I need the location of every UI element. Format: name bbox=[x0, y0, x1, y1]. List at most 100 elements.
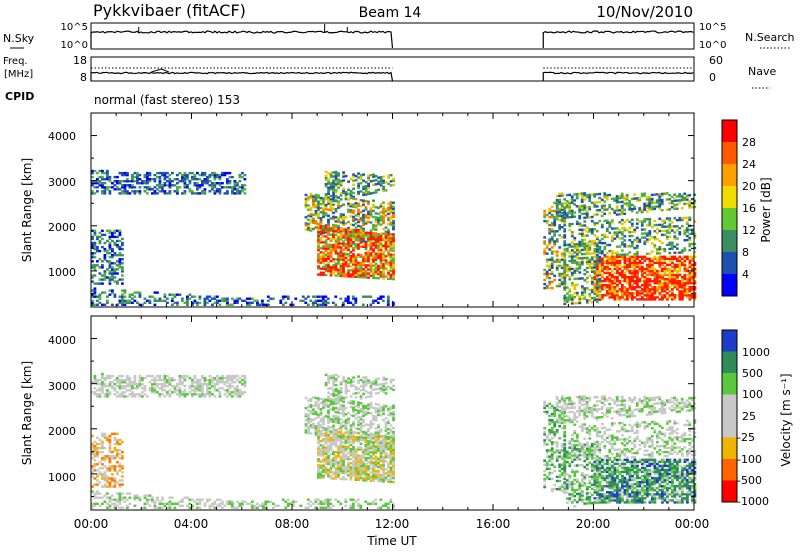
velocity-cell bbox=[322, 398, 325, 401]
power-cell bbox=[201, 192, 204, 195]
velocity-cell bbox=[108, 469, 112, 472]
power-cell bbox=[389, 265, 393, 268]
power-cell bbox=[578, 211, 582, 214]
velocity-cell bbox=[319, 418, 323, 421]
power-cell bbox=[578, 206, 582, 210]
power-cell bbox=[631, 269, 634, 273]
power-cell bbox=[596, 298, 599, 301]
velocity-cell bbox=[98, 471, 102, 474]
power-cell bbox=[686, 255, 689, 258]
velocity-cell bbox=[96, 469, 99, 472]
velocity-cell bbox=[198, 383, 202, 386]
power-cell bbox=[191, 192, 194, 195]
velocity-cell bbox=[391, 502, 395, 505]
power-cell bbox=[347, 273, 350, 276]
velocity-cell bbox=[136, 383, 139, 386]
power-cell bbox=[583, 192, 587, 195]
power-cell bbox=[658, 263, 662, 267]
power-cell bbox=[319, 251, 323, 254]
power-cell bbox=[126, 173, 129, 177]
power-cell bbox=[339, 238, 343, 241]
power-cell bbox=[334, 199, 338, 203]
velocity-cell bbox=[314, 500, 318, 503]
power-cell bbox=[555, 201, 559, 204]
power-cell bbox=[236, 297, 239, 300]
power-cell bbox=[324, 225, 328, 228]
power-cell bbox=[372, 205, 375, 208]
velocity-cell bbox=[327, 379, 330, 382]
power-cell bbox=[206, 182, 209, 185]
power-cell bbox=[648, 279, 652, 283]
power-colorbar-segments bbox=[722, 120, 737, 297]
power-cell bbox=[106, 301, 109, 304]
velocity-cell bbox=[332, 414, 335, 417]
power-cell bbox=[369, 264, 373, 267]
power-cell bbox=[646, 286, 649, 289]
freq-tick-bottom: 8 bbox=[80, 71, 87, 84]
power-cell bbox=[367, 216, 370, 220]
velocity-cell bbox=[183, 391, 187, 394]
power-cell bbox=[324, 193, 328, 196]
velocity-cell bbox=[382, 382, 385, 385]
power-cell bbox=[364, 258, 368, 261]
power-cell bbox=[668, 223, 672, 226]
power-cell bbox=[568, 193, 572, 197]
power-cell bbox=[352, 223, 355, 227]
power-cell bbox=[656, 290, 659, 293]
power-cell bbox=[354, 247, 358, 250]
power-cell bbox=[352, 275, 355, 278]
power-cell bbox=[349, 265, 353, 268]
power-cell bbox=[188, 182, 192, 185]
power-cell bbox=[93, 287, 97, 290]
power-cell bbox=[312, 203, 315, 206]
power-cell bbox=[595, 286, 599, 289]
power-cell bbox=[628, 279, 632, 283]
power-cell bbox=[387, 263, 390, 266]
power-cell bbox=[166, 171, 169, 175]
velocity-cell bbox=[342, 410, 345, 413]
velocity-cell bbox=[171, 496, 174, 499]
power-cell bbox=[580, 261, 584, 264]
power-cell bbox=[641, 279, 644, 283]
power-cell bbox=[332, 195, 335, 198]
power-cell bbox=[570, 267, 574, 271]
velocity-cell bbox=[106, 477, 109, 480]
power-cell bbox=[633, 265, 637, 269]
power-cell bbox=[628, 271, 632, 275]
power-cell bbox=[560, 254, 564, 257]
power-cell bbox=[643, 202, 647, 205]
velocity-cell bbox=[336, 500, 340, 503]
power-cell bbox=[693, 288, 697, 291]
power-cell bbox=[641, 288, 644, 291]
power-cell bbox=[392, 205, 395, 208]
power-cell bbox=[568, 207, 572, 211]
power-cell bbox=[550, 250, 554, 253]
power-cell bbox=[181, 299, 184, 302]
power-cell bbox=[108, 272, 112, 275]
power-cell bbox=[606, 290, 609, 293]
power-cell bbox=[317, 240, 320, 244]
velocity-cell bbox=[352, 408, 355, 411]
velocity-cell bbox=[221, 376, 224, 380]
power-cell bbox=[389, 273, 393, 277]
power-cell bbox=[379, 215, 383, 218]
velocity-cell bbox=[113, 477, 117, 480]
power-cell bbox=[203, 171, 207, 175]
power-cbar-segment bbox=[722, 164, 737, 187]
power-cell bbox=[156, 171, 159, 175]
velocity-cell bbox=[116, 473, 119, 476]
velocity-cell bbox=[307, 415, 310, 418]
power-cell bbox=[389, 275, 393, 279]
power-cell bbox=[671, 273, 674, 277]
velocity-cell bbox=[118, 485, 122, 488]
power-cell bbox=[141, 303, 144, 306]
power-cell bbox=[103, 291, 107, 294]
velocity-cell bbox=[201, 374, 204, 378]
power-cell bbox=[367, 256, 370, 259]
velocity-cell bbox=[354, 417, 358, 420]
power-cell bbox=[688, 273, 692, 277]
power-cell bbox=[376, 297, 380, 300]
velocity-cell bbox=[181, 381, 184, 384]
velocity-cell bbox=[359, 397, 363, 400]
power-cell bbox=[337, 204, 340, 207]
